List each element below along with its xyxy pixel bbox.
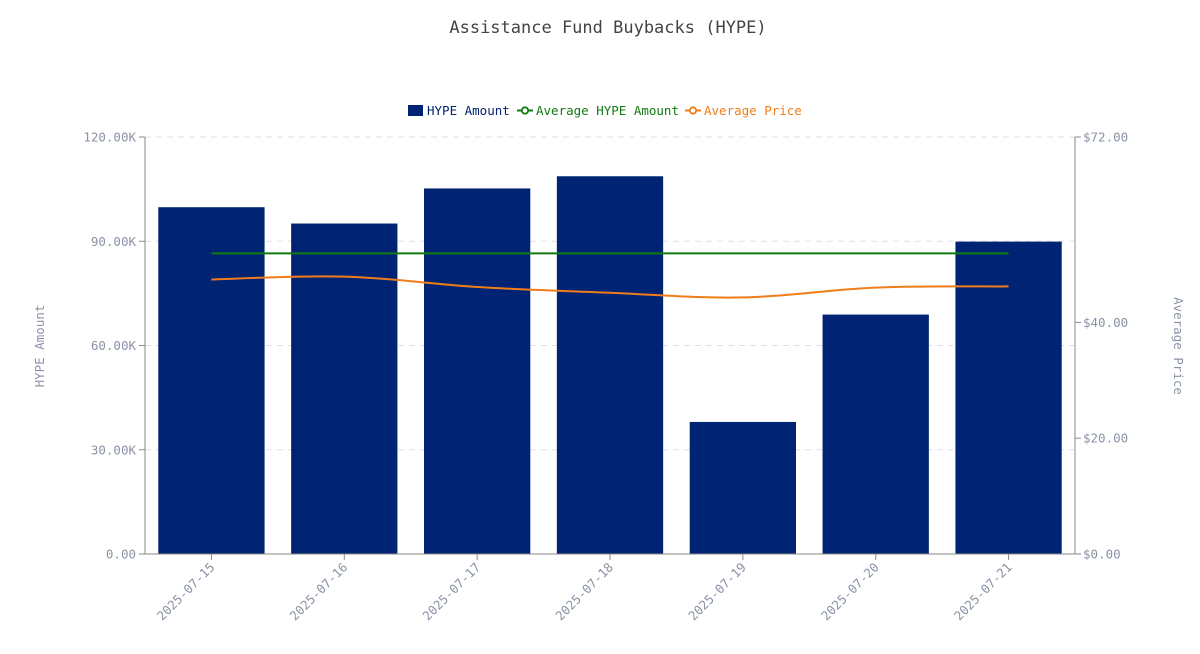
- legend-marker-average-price: [688, 106, 698, 115]
- legend-marker-average-hype-amount: [520, 106, 530, 115]
- left-axis-ticks: 0.00 30.00K 60.00K 90.00K 120.00K: [83, 130, 145, 562]
- bar-2025-07-19[interactable]: [689, 421, 796, 554]
- y2-tick-label: $0.00: [1083, 547, 1121, 562]
- y-axis-title: HYPE Amount: [32, 305, 47, 388]
- y-tick-label: 0.00: [106, 547, 136, 562]
- y2-tick-label: $72.00: [1083, 130, 1128, 145]
- x-tick-label: 2025-07-18: [552, 560, 616, 624]
- bar-2025-07-15[interactable]: [158, 207, 265, 554]
- right-axis-ticks: $0.00 $20.00 $40.00 $72.00: [1075, 130, 1128, 562]
- x-tick-label: 2025-07-16: [287, 560, 351, 624]
- y-tick-label: 90.00K: [91, 234, 137, 249]
- x-tick-label: 2025-07-19: [685, 560, 749, 624]
- legend-label-average-hype-amount: Average HYPE Amount: [536, 103, 679, 118]
- bar-2025-07-16[interactable]: [291, 223, 398, 554]
- x-tick-label: 2025-07-15: [154, 560, 218, 624]
- y2-axis-title: Average Price: [1171, 297, 1186, 395]
- legend-label-hype-amount: HYPE Amount: [427, 103, 510, 118]
- x-tick-label: 2025-07-17: [419, 560, 483, 624]
- legend-item-hype-amount[interactable]: HYPE Amount: [408, 103, 510, 118]
- x-axis-ticks: 2025-07-15 2025-07-16 2025-07-17 2025-07-18…: [154, 554, 1015, 623]
- x-tick-label: 2025-07-21: [951, 560, 1015, 624]
- line-series: [211, 252, 1009, 299]
- bar-series: [158, 176, 1062, 554]
- y2-tick-label: $40.00: [1083, 315, 1128, 330]
- legend-swatch-hype-amount: [408, 105, 423, 116]
- legend-item-average-price[interactable]: Average Price: [685, 103, 802, 118]
- bar-2025-07-21[interactable]: [955, 241, 1062, 554]
- line-average-price[interactable]: [211, 275, 1009, 299]
- chart-title: Assistance Fund Buybacks (HYPE): [449, 18, 766, 38]
- bar-2025-07-17[interactable]: [424, 188, 531, 554]
- y2-tick-label: $20.00: [1083, 431, 1128, 446]
- y-tick-label: 30.00K: [91, 442, 137, 457]
- x-tick-label: 2025-07-20: [818, 560, 882, 624]
- legend-label-average-price: Average Price: [704, 103, 802, 118]
- y-tick-label: 60.00K: [91, 338, 137, 353]
- y-tick-label: 120.00K: [83, 130, 136, 145]
- legend: HYPE Amount Average HYPE Amount Average …: [408, 103, 802, 118]
- bar-2025-07-20[interactable]: [822, 314, 929, 554]
- bar-2025-07-18[interactable]: [556, 176, 664, 554]
- legend-item-average-hype-amount[interactable]: Average HYPE Amount: [517, 103, 679, 118]
